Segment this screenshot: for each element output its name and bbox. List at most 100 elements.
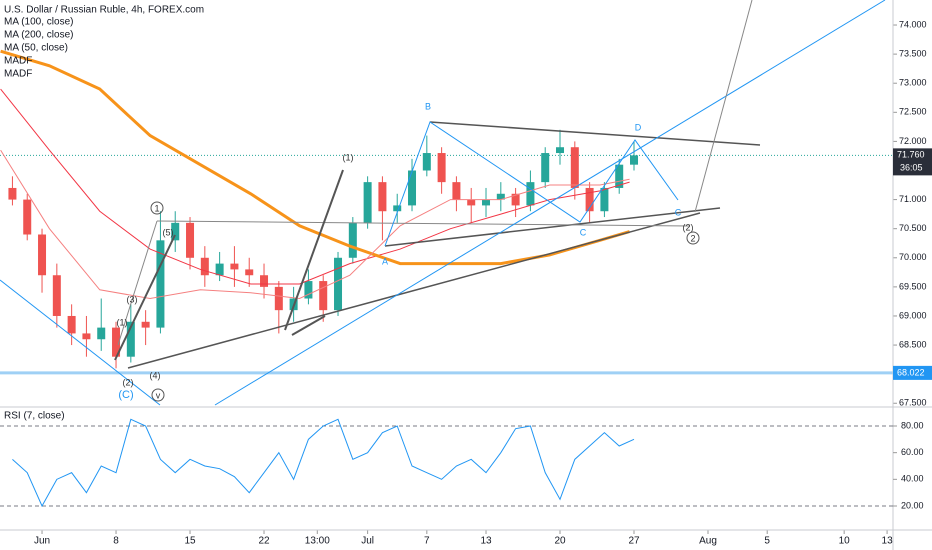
trend-line [0,279,161,406]
x-tick-label: 15 [184,536,196,547]
countdown: 36:05 [900,163,923,173]
candle-body [600,187,609,212]
candle-body [274,286,283,311]
y-tick-label: 74.000 [899,19,927,29]
candle-body [422,153,431,171]
candle-body [245,269,254,276]
trend-line [429,121,761,146]
x-tick-label: Jun [34,536,50,547]
y-tick-label: 68.500 [899,339,927,349]
annotation: (C) [118,389,133,401]
candle-body [8,187,17,200]
x-tick-label: 13 [882,536,894,547]
annotation: A [382,256,388,266]
candle-body [437,153,446,183]
annotation: D [635,122,642,132]
candle-body [393,205,402,212]
moving-average [0,88,630,285]
annotation: 2 [690,233,695,243]
moving-average [0,149,630,300]
candle-body [186,222,195,258]
x-tick-label: 20 [554,536,566,547]
candle-body [260,275,269,287]
candle-body [363,182,372,223]
candle-body [156,240,165,328]
candle-body [630,155,639,165]
trend-line [384,207,721,247]
candle-body [67,315,76,334]
annotation: (1) [343,152,354,162]
annotation: (2) [123,377,134,387]
y-tick-label: 72.000 [899,136,927,146]
candle-body [348,222,357,258]
candle-body [200,257,209,276]
y-tick-label: 60.00 [901,447,924,457]
y-tick-label: 71.000 [899,194,927,204]
candle-body [126,321,135,357]
drawings [0,0,886,406]
x-tick-label: 13:00 [305,536,330,547]
candle-body [97,327,106,340]
candle-body [511,193,520,206]
candle-body [52,275,61,316]
x-tick-label: Jul [361,536,374,547]
annotation: C [675,207,682,217]
wave-circle [150,201,164,215]
projection-line [694,0,753,213]
candle-body [141,321,150,328]
pane-title: RSI (7, close) [4,411,65,422]
candle-body [452,182,461,200]
price-tag [893,148,932,176]
candle-body [215,263,224,276]
x-tick-label: 5 [764,536,770,547]
annotation: C [580,227,587,237]
price-tag [893,365,932,380]
candle-body [304,281,313,299]
x-tick-label: 22 [258,536,270,547]
candle-body [23,199,32,235]
legend-entry: MADF [4,69,32,80]
candle-body [496,193,505,200]
candle-body [556,147,565,154]
candle-body [334,257,343,311]
candle-body [541,153,550,183]
annotation: (3) [127,294,138,304]
y-tick-label: 67.500 [899,398,927,408]
x-tick-label: 7 [424,536,430,547]
candle-body [467,199,476,206]
candle-body [585,187,594,212]
annotation: (5) [163,227,174,237]
candle-body [319,281,328,311]
wave-line [114,234,176,361]
candle-body [526,182,535,206]
candle-body [38,234,47,276]
x-tick-label: 10 [839,536,851,547]
annotation: (1) [117,317,128,327]
chart-title: U.S. Dollar / Russian Ruble, 4h, FOREX.c… [4,5,204,16]
candle-body [171,222,180,241]
y-tick-label: 73.000 [899,78,927,88]
legend-entry: MA (200, close) [4,30,73,41]
annotation: B [425,101,431,111]
wave-line [117,220,158,346]
trend-line [156,220,691,227]
wave-circle [686,231,700,245]
trend-line [127,212,701,369]
y-tick-label: 40.00 [901,474,924,484]
y-tick-label: 73.500 [899,48,927,58]
y-tick-label: 72.500 [899,107,927,117]
rsi-line [12,418,635,508]
candle-body [378,182,387,212]
wave-line [291,315,326,336]
candle-body [615,164,624,188]
candles [8,129,639,369]
legend-entry: MADF [4,56,32,67]
abcd-pattern [384,121,679,247]
candle-body [112,327,121,357]
candle-body [408,170,417,206]
price-tag-label: 71.760 [897,150,925,160]
legend-entry: MA (50, close) [4,43,68,54]
wave-circle [151,388,165,402]
y-tick-label: 69.000 [899,310,927,320]
